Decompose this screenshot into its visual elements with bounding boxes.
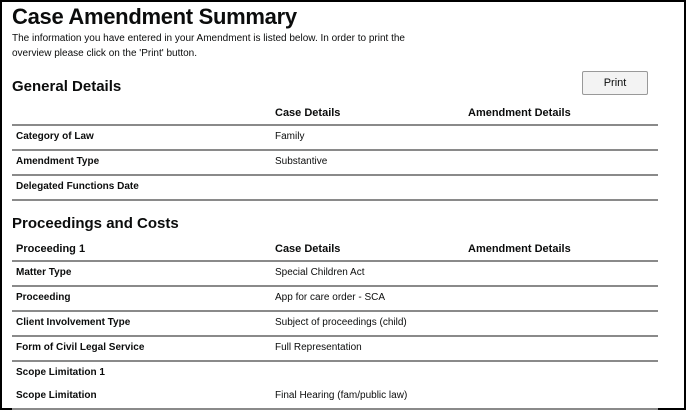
- table-header: Proceeding 1 Case Details Amendment Deta…: [12, 238, 658, 262]
- row-label: Amendment Type: [16, 156, 100, 167]
- print-button[interactable]: Print: [582, 71, 648, 95]
- general-details-heading: General Details: [12, 78, 122, 95]
- column-header-case-details: Case Details: [275, 243, 341, 255]
- table-row: Amendment Type Substantive: [12, 151, 658, 176]
- intro-text: The information you have entered in your…: [12, 33, 405, 59]
- case-details-value: App for care order - SCA: [275, 292, 386, 303]
- table-row: Scope Limitation Final Hearing (fam/publi…: [12, 385, 658, 410]
- table-row: Form of Civil Legal Service Full Represen…: [12, 337, 658, 362]
- case-details-value: Special Children Act: [275, 267, 365, 278]
- row-label: Matter Type: [16, 267, 72, 278]
- table-header: Case Details Amendment Details: [12, 102, 658, 126]
- page-title: Case Amendment Summary: [12, 4, 297, 29]
- case-details-value: Final Hearing (fam/public law): [275, 390, 408, 401]
- table-row: Proceeding App for care order - SCA: [12, 287, 658, 312]
- case-details-value: Substantive: [275, 156, 328, 167]
- case-details-value: Family: [275, 131, 305, 142]
- column-header-amendment-details: Amendment Details: [468, 107, 571, 119]
- table-row: Scope Limitation 1: [12, 362, 658, 385]
- row-label: Form of Civil Legal Service: [16, 342, 145, 353]
- row-label: Proceeding: [16, 292, 71, 303]
- row-label: Scope Limitation 1: [16, 367, 105, 378]
- table-row: Client Involvement Type Subject of procee…: [12, 312, 658, 337]
- column-header-amendment-details: Amendment Details: [468, 243, 571, 255]
- row-label: Category of Law: [16, 131, 94, 142]
- table-row: Category of Law Family: [12, 126, 658, 151]
- row-label: Scope Limitation: [16, 390, 97, 401]
- proceedings-table: Proceeding 1 Case Details Amendment Deta…: [12, 238, 658, 410]
- proceeding-header: Proceeding 1: [16, 243, 86, 255]
- table-row: Matter Type Special Children Act: [12, 262, 658, 287]
- proceedings-heading: Proceedings and Costs: [12, 215, 179, 232]
- table-row: Delegated Functions Date: [12, 176, 658, 201]
- column-header-case-details: Case Details: [275, 107, 341, 119]
- row-label: Delegated Functions Date: [16, 181, 139, 192]
- case-details-value: Full Representation: [275, 342, 362, 353]
- general-details-table: Case Details Amendment Details Category …: [12, 102, 658, 201]
- case-details-value: Subject of proceedings (child): [275, 317, 407, 328]
- row-label: Client Involvement Type: [16, 317, 131, 328]
